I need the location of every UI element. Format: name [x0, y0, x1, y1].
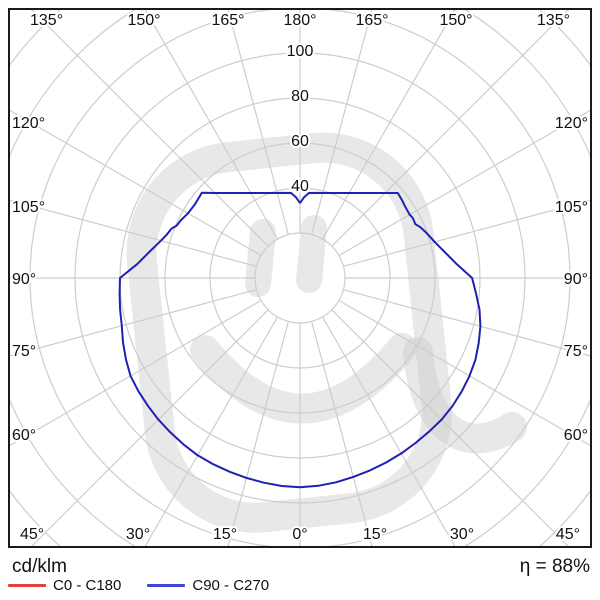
angle-label-top: 165° [211, 12, 244, 29]
radial-label: 60 [291, 133, 309, 150]
angle-label-right: 60° [564, 427, 588, 444]
angle-label-right: 75° [564, 343, 588, 360]
angle-label-left: 75° [12, 343, 36, 360]
polar-photometric-chart: 135° 150° 165° 180° 165° 150° 135° 120° 105° 90° 7… [8, 8, 592, 548]
angle-label-bottom: 15° [363, 526, 387, 543]
curve-c90-c270 [118, 191, 482, 489]
units-label: cd/klm [12, 556, 67, 577]
angle-label-top: 135° [30, 12, 63, 29]
efficiency-label: η = 88% [519, 556, 590, 577]
plot-area [9, 9, 591, 547]
angle-label-right: 90° [564, 271, 588, 288]
legend-item-c0-c180: C0 - C180 [8, 577, 121, 594]
radial-label: 40 [291, 178, 309, 195]
angle-label-left: 120° [12, 115, 45, 132]
radial-label: 100 [287, 43, 314, 60]
legend-label-c90-c270: C90 - C270 [192, 577, 270, 594]
angle-label-bottom: 0° [292, 526, 307, 543]
angle-label-bottom: 30° [450, 526, 474, 543]
angle-label-right: 120° [555, 115, 588, 132]
angle-label-bottom: 15° [213, 526, 237, 543]
radial-labels: 40 60 80 100 [285, 41, 316, 197]
chart-frame [8, 8, 592, 548]
angle-label-bottom: 45° [20, 526, 44, 543]
angle-labels: 135° 150° 165° 180° 165° 150° 135° 120° 105° 90° 7… [10, 10, 590, 545]
watermark-logo [126, 132, 527, 533]
legend-item-c90-c270: C90 - C270 [147, 577, 269, 594]
legend-line-c0-c180-icon [8, 584, 46, 587]
angle-label-top: 135° [537, 12, 570, 29]
chart-legend: C0 - C180 C90 - C270 [8, 577, 269, 594]
legend-line-c90-c270-icon [147, 584, 186, 587]
angle-label-left: 90° [12, 271, 36, 288]
angle-label-bottom: 30° [126, 526, 150, 543]
angle-label-bottom: 45° [556, 526, 580, 543]
angle-label-left: 105° [12, 199, 45, 216]
grid-spokes [9, 9, 591, 547]
angle-label-left: 60° [12, 427, 36, 444]
angle-label-top: 180° [283, 12, 316, 29]
angle-label-top: 165° [355, 12, 388, 29]
legend-label-c0-c180: C0 - C180 [53, 577, 122, 594]
angle-label-top: 150° [439, 12, 472, 29]
radial-label: 80 [291, 88, 309, 105]
angle-label-right: 105° [555, 199, 588, 216]
angle-label-top: 150° [127, 12, 160, 29]
